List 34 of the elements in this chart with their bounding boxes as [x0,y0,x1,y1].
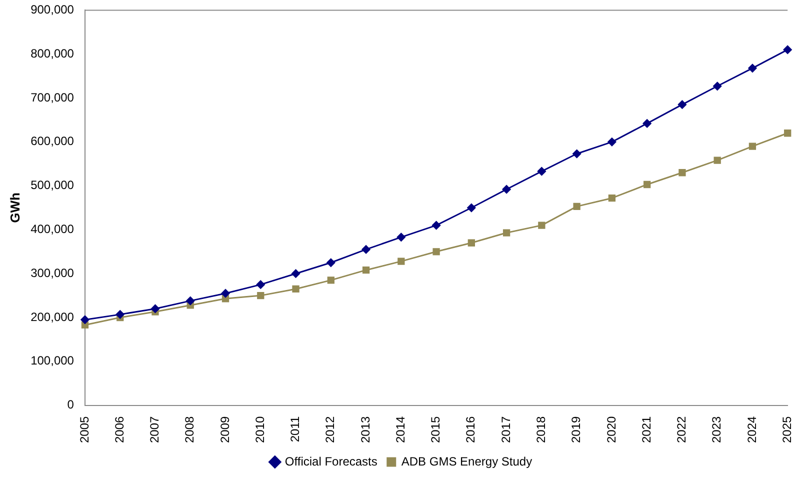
x-tick-label: 2010 [252,416,267,444]
x-tick-label: 2006 [112,416,126,444]
legend-label: Official Forecasts [284,454,378,468]
y-tick-label: 900,000 [30,2,74,17]
y-tick-label: 0 [67,398,74,412]
x-tick-label: 2025 [780,416,794,444]
x-tick-label: 2016 [464,416,478,444]
y-tick-label: 700,000 [30,90,74,104]
y-tick-label: 600,000 [30,134,74,148]
x-tick-label: 2012 [323,416,338,444]
x-tick-label: 2017 [498,416,513,444]
y-tick-label: 200,000 [30,310,74,324]
y-tick-label: 800,000 [30,46,74,60]
y-axis-title: GWh [7,192,22,223]
x-tick-label: 2020 [604,416,618,444]
x-tick-label: 2013 [358,416,372,444]
x-tick-label: 2023 [710,416,724,444]
x-tick-label: 2022 [674,416,689,444]
y-tick-label: 300,000 [30,266,74,280]
x-tick-label: 2021 [639,416,654,444]
y-tick-label: 400,000 [30,222,74,236]
x-tick-label: 2015 [428,416,443,444]
x-tick-label: 2007 [148,416,162,444]
x-tick-label: 2019 [569,416,584,444]
y-tick-label: 100,000 [30,354,74,368]
x-tick-label: 2014 [393,416,408,444]
x-tick-label: 2024 [744,416,759,444]
x-tick-label: 2011 [288,416,302,442]
legend-label: ADB GMS Energy Study [401,454,532,468]
y-tick-label: 500,000 [30,178,74,192]
x-tick-label: 2018 [534,416,548,444]
x-tick-label: 2008 [182,416,197,444]
x-tick-label: 2005 [77,416,92,444]
x-tick-label: 2009 [218,416,232,444]
